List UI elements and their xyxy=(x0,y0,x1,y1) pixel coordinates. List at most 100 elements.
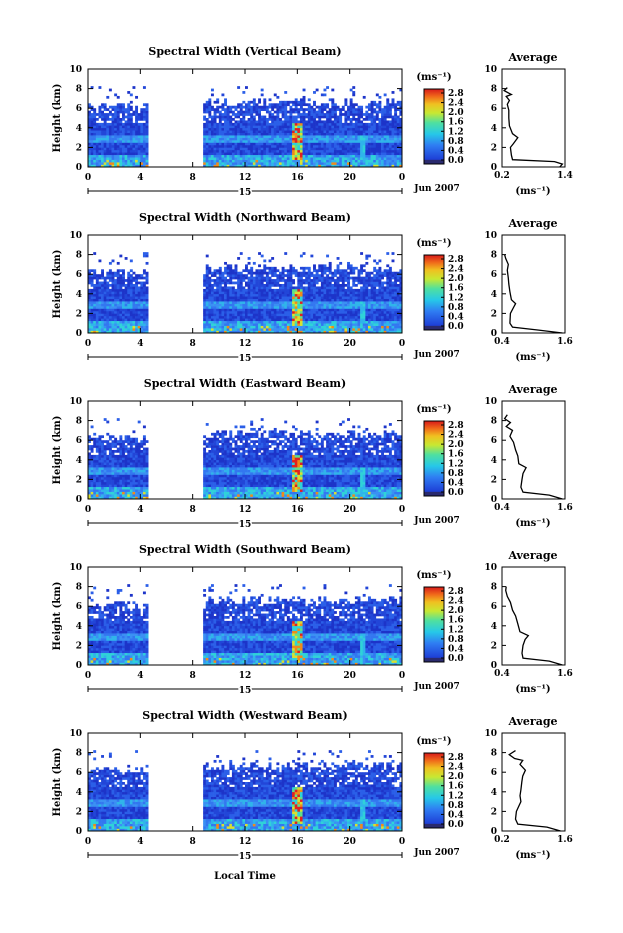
heatmap-cell xyxy=(292,318,295,321)
heatmap-cell xyxy=(266,106,269,109)
heatmap-cell xyxy=(316,323,319,326)
heatmap-cell xyxy=(211,321,214,324)
heatmap-cell xyxy=(284,130,287,133)
heatmap-cell xyxy=(274,309,277,312)
heatmap-cell xyxy=(261,89,264,92)
heatmap-cell xyxy=(331,111,334,114)
heatmap-cell xyxy=(300,306,303,309)
heatmap-cell xyxy=(342,282,345,285)
heatmap-cell xyxy=(365,143,368,146)
heatmap-cell xyxy=(132,138,135,141)
heatmap-cell xyxy=(289,118,292,121)
heatmap-cell xyxy=(381,299,384,302)
heatmap-cell xyxy=(117,152,120,155)
heatmap-cell xyxy=(266,294,269,297)
heatmap-cell xyxy=(224,267,227,270)
heatmap-cell xyxy=(305,279,308,282)
heatmap-cell xyxy=(282,328,285,331)
heatmap-cell xyxy=(310,162,313,165)
heatmap-cell xyxy=(394,113,397,116)
heatmap-cell xyxy=(292,157,295,160)
heatmap-cell xyxy=(221,274,224,277)
heatmap-cell xyxy=(318,143,321,146)
heatmap-cell xyxy=(271,155,274,158)
heatmap-cell xyxy=(284,111,287,114)
heatmap-cell xyxy=(334,269,337,272)
heatmap-cell xyxy=(300,147,303,150)
heatmap-cell xyxy=(245,108,248,111)
heatmap-cell xyxy=(337,145,340,148)
heatmap-cell xyxy=(119,120,122,123)
heatmap-cell xyxy=(355,155,358,158)
heatmap-cell xyxy=(342,152,345,155)
heatmap-cell xyxy=(292,116,295,119)
heatmap-cell xyxy=(232,323,235,326)
heatmap-cell xyxy=(125,304,128,307)
heatmap-cell xyxy=(237,111,240,114)
heatmap-cell xyxy=(394,108,397,111)
heatmap-cell xyxy=(119,138,122,141)
heatmap-cell xyxy=(253,316,256,319)
heatmap-cell xyxy=(331,133,334,136)
heatmap-cell xyxy=(122,318,125,321)
colorbar-tick-label: 2.4 xyxy=(448,99,464,109)
heatmap-cell xyxy=(221,321,224,324)
heatmap-cell xyxy=(284,138,287,141)
heatmap-cell xyxy=(360,301,363,304)
heatmap-cell xyxy=(394,116,397,119)
heatmap-cell xyxy=(300,328,303,331)
profile-ytick-label: 10 xyxy=(484,65,497,75)
heatmap-cell xyxy=(211,284,214,287)
heatmap-cell xyxy=(224,162,227,165)
heatmap-cell xyxy=(242,304,245,307)
heatmap-cell xyxy=(371,152,374,155)
heatmap-cell xyxy=(363,277,366,280)
heatmap-cell xyxy=(117,286,120,289)
heatmap-cell xyxy=(261,286,264,289)
heatmap-cell xyxy=(245,111,248,114)
heatmap-cell xyxy=(232,274,235,277)
heatmap-cell xyxy=(289,269,292,272)
heatmap-cell xyxy=(235,318,238,321)
heatmap-cell xyxy=(329,111,332,114)
heatmap-cell xyxy=(106,299,109,302)
heatmap-cell xyxy=(292,140,295,143)
heatmap-cell xyxy=(248,296,251,299)
heatmap-cell xyxy=(324,138,327,141)
heatmap-cell xyxy=(98,321,101,324)
heatmap-cell xyxy=(397,123,400,126)
heatmap-cell xyxy=(384,130,387,133)
heatmap-cell xyxy=(350,113,353,116)
heatmap-cell xyxy=(324,318,327,321)
heatmap-cell xyxy=(216,301,219,304)
heatmap-cell xyxy=(368,160,371,163)
heatmap-cell xyxy=(287,138,290,141)
heatmap-cell xyxy=(227,299,230,302)
heatmap-cell xyxy=(305,143,308,146)
heatmap-cell xyxy=(279,313,282,316)
heatmap-cell xyxy=(122,313,125,316)
heatmap-cell xyxy=(208,304,211,307)
heatmap-cell xyxy=(140,123,143,126)
heatmap-cell xyxy=(112,143,115,146)
heatmap-cell xyxy=(250,299,253,302)
heatmap-cell xyxy=(269,326,272,329)
heatmap-cell xyxy=(219,284,222,287)
heatmap-cell xyxy=(117,138,120,141)
heatmap-cell xyxy=(324,160,327,163)
heatmap-cell xyxy=(122,106,125,109)
heatmap-cell xyxy=(250,133,253,136)
heatmap-cell xyxy=(324,301,327,304)
heatmap-cell xyxy=(287,311,290,314)
heatmap-cell xyxy=(214,328,217,331)
heatmap-cell xyxy=(93,306,96,309)
heatmap-cell xyxy=(384,301,387,304)
heatmap-cell xyxy=(101,296,104,299)
heatmap-cell xyxy=(344,101,347,104)
heatmap-cell xyxy=(221,289,224,292)
heatmap-cell xyxy=(318,140,321,143)
heatmap-cell xyxy=(130,116,133,119)
heatmap-cell xyxy=(287,101,290,104)
heatmap-cell xyxy=(127,282,130,285)
heatmap-cell xyxy=(321,267,324,270)
